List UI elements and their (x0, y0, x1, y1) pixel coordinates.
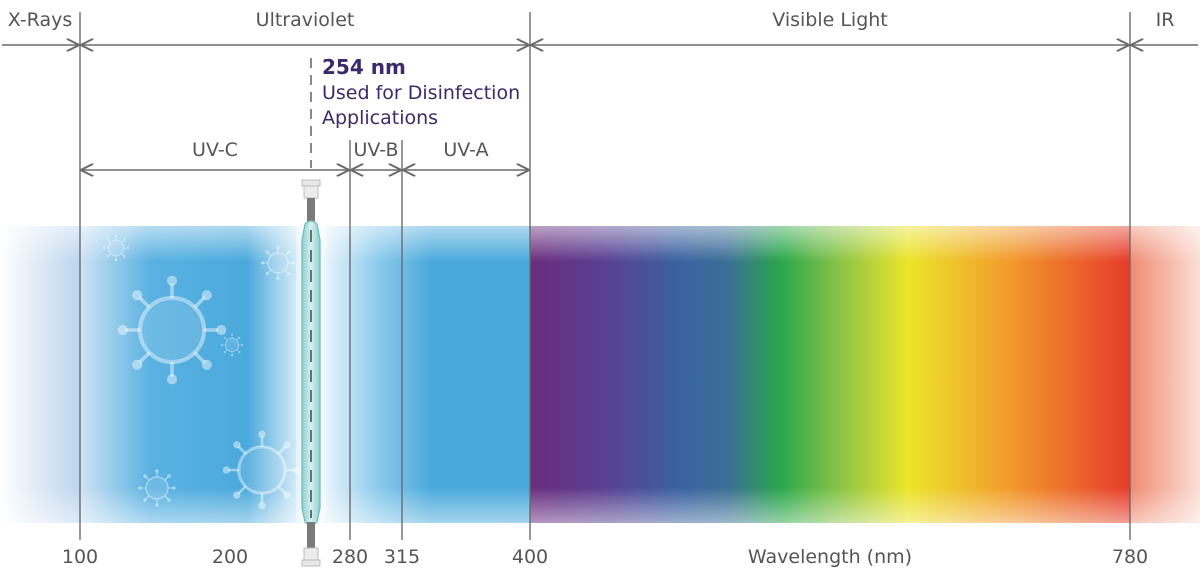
virus-icon (220, 333, 244, 357)
label-ultraviolet: Ultraviolet (256, 9, 355, 31)
axis-label: Wavelength (nm) (748, 546, 912, 568)
virus-icon (118, 276, 227, 385)
tick-label: 315 (384, 546, 420, 568)
spectrum-band (0, 226, 1200, 523)
tick-label: 280 (332, 546, 368, 568)
label-uvb: UV-B (353, 139, 398, 161)
label-xrays: X-Rays (8, 9, 73, 31)
label-uvc: UV-C (192, 139, 238, 161)
band-edge-fade (0, 226, 1200, 523)
tick-label: 780 (1112, 546, 1148, 568)
virus-icon (137, 468, 177, 508)
virus-icon (102, 234, 130, 262)
callout-title: 254 nm (322, 55, 406, 79)
tick-label: 200 (212, 546, 248, 568)
tick-label: 400 (512, 546, 548, 568)
callout-line-2: Applications (322, 107, 438, 129)
label-visible-light: Visible Light (772, 9, 888, 31)
uv-lamp-icon (296, 179, 326, 567)
label-ir: IR (1156, 9, 1175, 31)
callout-line-1: Used for Disinfection (322, 82, 520, 104)
tick-label: 100 (62, 546, 98, 568)
virus-icon (221, 429, 303, 511)
label-uva: UV-A (443, 139, 488, 161)
virus-icon (260, 245, 296, 281)
divider-lines (79, 12, 1131, 540)
